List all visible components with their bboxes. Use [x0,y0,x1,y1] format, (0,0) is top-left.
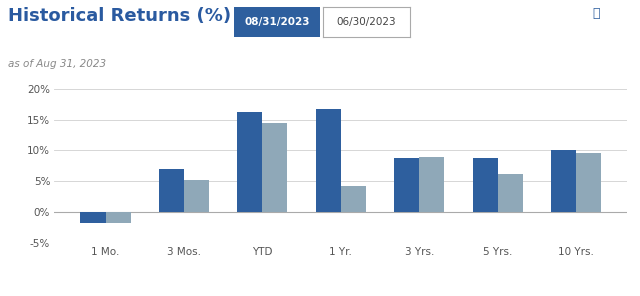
Text: 📊: 📊 [592,7,600,20]
Bar [262,123,287,212]
Bar [394,158,419,212]
Text: 06/30/2023: 06/30/2023 [337,17,396,27]
Text: as of Aug 31, 2023: as of Aug 31, 2023 [8,59,106,69]
Bar [551,150,576,212]
Bar [576,153,601,212]
Bar [316,109,341,212]
Bar [498,174,523,212]
Bar [106,212,131,223]
Bar [237,112,262,212]
Text: Historical Returns (%): Historical Returns (%) [8,7,232,25]
Bar [184,180,209,212]
Bar [159,169,184,212]
Bar [419,157,444,212]
Bar [341,186,366,212]
Bar [81,212,106,223]
Bar [472,158,498,212]
Text: 08/31/2023: 08/31/2023 [244,17,310,27]
